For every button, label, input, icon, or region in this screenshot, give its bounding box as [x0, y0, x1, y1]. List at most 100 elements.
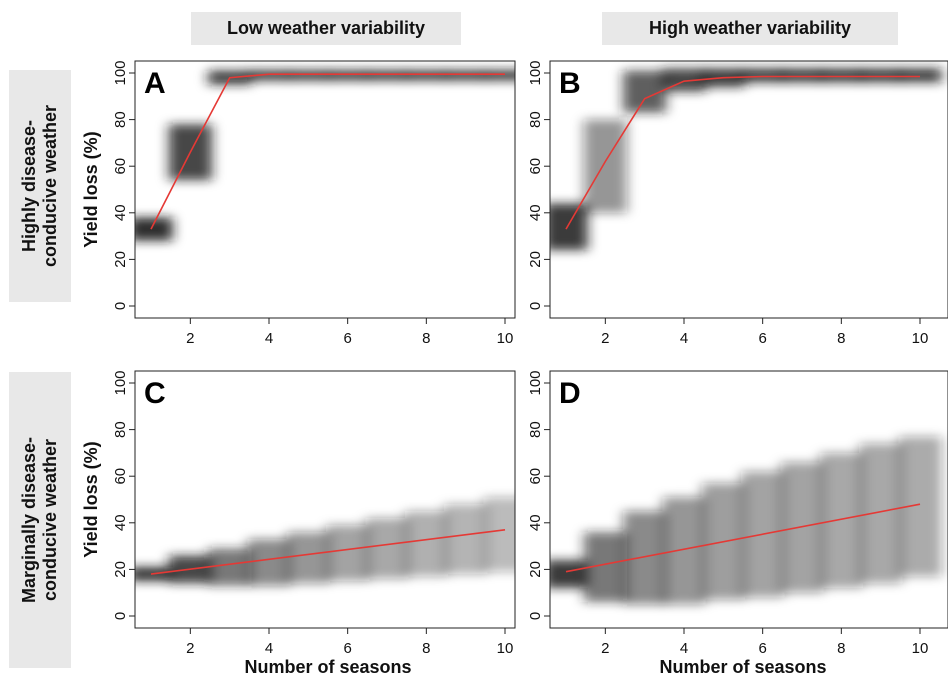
y-tick-label: 20 — [112, 251, 129, 268]
density-layer — [135, 497, 515, 586]
y-tick-label: 100 — [527, 60, 544, 85]
y-tick-label: 80 — [527, 421, 544, 438]
density-cell — [819, 452, 863, 589]
density-cell — [326, 70, 370, 81]
y-tick-label: 20 — [527, 561, 544, 578]
density-cell — [583, 119, 627, 213]
plot-frame — [134, 370, 516, 629]
density-cell — [898, 68, 942, 83]
x-tick-label: 8 — [837, 640, 845, 657]
y-tick-label: 60 — [112, 468, 129, 485]
y-tick-label: 40 — [527, 204, 544, 221]
x-tick-label: 8 — [837, 330, 845, 347]
panel-letter: C — [144, 377, 166, 410]
density-layer — [550, 68, 942, 251]
panel-letter: A — [144, 67, 166, 100]
x-tick-label: 6 — [343, 640, 351, 657]
row-header-marginally-conducive: Marginally disease- conducive weather — [9, 372, 71, 668]
y-tick-label: 100 — [112, 370, 129, 395]
density-cell — [286, 70, 330, 81]
density-cell — [483, 70, 515, 81]
density-cell — [135, 217, 173, 241]
column-header-low-variability: Low weather variability — [191, 12, 461, 45]
y-tick-label: 100 — [527, 370, 544, 395]
density-cell — [859, 68, 903, 83]
y-tick-label: 80 — [112, 421, 129, 438]
x-tick-label: 2 — [601, 330, 609, 347]
density-cell — [780, 68, 824, 83]
density-cell — [741, 68, 785, 83]
y-tick-label: 40 — [527, 514, 544, 531]
y-tick-label: 60 — [527, 158, 544, 175]
x-tick-label: 10 — [912, 330, 929, 347]
x-tick-label: 6 — [758, 330, 766, 347]
density-cell — [550, 203, 588, 251]
panel-b: 0 20 40 60 80 100 2 4 6 8 10 B — [527, 60, 948, 347]
x-tick-label: 2 — [186, 640, 194, 657]
panel-letter: D — [559, 377, 581, 410]
x-axis-title: Number of seasons — [659, 657, 826, 675]
mean-trend-line — [150, 529, 506, 575]
panel-a: 0 20 40 60 80 100 2 4 6 8 10 A Yield loss (%) — [81, 60, 516, 347]
y-tick-label: 40 — [112, 514, 129, 531]
density-cell — [623, 511, 667, 605]
x-tick-label: 10 — [912, 640, 929, 657]
y-tick-label: 20 — [527, 251, 544, 268]
density-cell — [662, 497, 706, 605]
x-tick-label: 6 — [758, 640, 766, 657]
density-cell — [859, 443, 903, 584]
density-layer — [550, 436, 942, 605]
y-axis-title: Yield loss (%) — [81, 441, 101, 557]
mean-trend-line — [565, 503, 921, 573]
y-tick-label: 60 — [112, 158, 129, 175]
x-tick-label: 10 — [497, 640, 514, 657]
x-tick-label: 10 — [497, 330, 514, 347]
panel-d: 0 20 40 60 80 100 2 4 6 8 10 D Number of seasons — [527, 370, 948, 675]
x-tick-label: 2 — [186, 330, 194, 347]
y-tick-label: 60 — [527, 468, 544, 485]
density-cell — [247, 70, 291, 81]
y-tick-label: 80 — [527, 111, 544, 128]
plot-frame — [549, 370, 948, 629]
y-tick-label: 80 — [112, 111, 129, 128]
y-tick-label: 0 — [527, 612, 544, 620]
density-cell — [404, 511, 448, 577]
y-tick-label: 100 — [112, 60, 129, 85]
density-cell — [483, 497, 515, 572]
panel-c: 0 20 40 60 80 100 2 4 6 8 10 C Yield loss (%) Number … — [81, 370, 516, 675]
x-axis-title: Number of seasons — [244, 657, 411, 675]
density-cell — [247, 539, 291, 586]
mean-trend-line — [150, 73, 505, 230]
density-cell — [326, 525, 370, 582]
density-cell — [365, 518, 409, 579]
y-tick-label: 0 — [112, 612, 129, 620]
y-tick-label: 20 — [112, 561, 129, 578]
x-tick-label: 4 — [265, 640, 273, 657]
y-tick-label: 0 — [527, 302, 544, 310]
density-cell — [404, 70, 448, 81]
y-axis-title: Yield loss (%) — [81, 131, 101, 247]
x-tick-label: 4 — [680, 640, 688, 657]
y-tick-label: 0 — [112, 302, 129, 310]
row-header-highly-conducive: Highly disease- conducive weather — [9, 70, 71, 302]
density-cell — [444, 504, 488, 575]
density-cell — [819, 68, 863, 83]
x-tick-label: 2 — [601, 640, 609, 657]
mean-trend-line — [565, 75, 920, 230]
density-cell — [286, 532, 330, 584]
density-cell — [444, 70, 488, 81]
density-cell — [208, 548, 252, 586]
plot-frame — [134, 60, 516, 319]
column-header-high-variability: High weather variability — [602, 12, 898, 45]
x-tick-label: 8 — [422, 330, 430, 347]
panel-letter: B — [559, 67, 581, 100]
plot-frame — [549, 60, 948, 319]
x-tick-label: 8 — [422, 640, 430, 657]
y-tick-label: 40 — [112, 204, 129, 221]
density-cell — [550, 560, 588, 589]
x-tick-label: 4 — [680, 330, 688, 347]
density-cell — [365, 70, 409, 81]
x-tick-label: 4 — [265, 330, 273, 347]
x-tick-label: 6 — [343, 330, 351, 347]
